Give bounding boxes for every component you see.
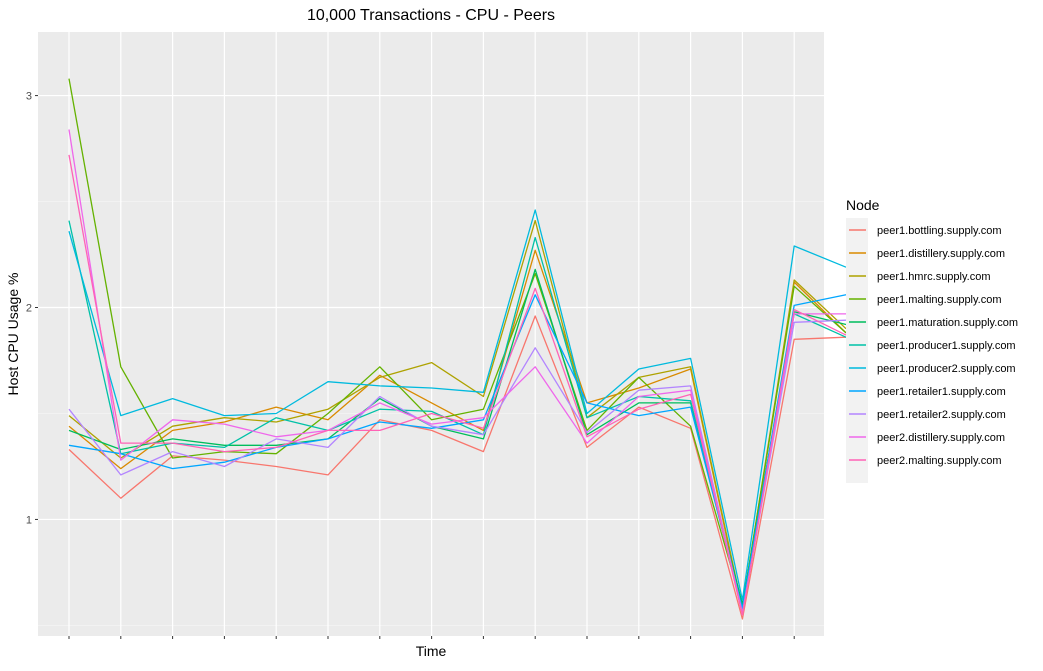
x-axis <box>68 636 795 639</box>
legend-label: peer1.producer2.supply.com <box>877 363 1016 375</box>
series-line <box>68 319 847 614</box>
y-tick-label: 3 <box>26 91 32 103</box>
x-axis-label: Time <box>416 643 447 659</box>
series-line <box>68 315 847 620</box>
legend-label: peer2.distillery.supply.com <box>877 432 1005 444</box>
legend-label: peer2.malting.supply.com <box>877 455 1002 467</box>
legend-label: peer1.hmrc.supply.com <box>877 271 991 283</box>
legend-label: peer1.malting.supply.com <box>877 294 1002 306</box>
legend-label: peer1.producer1.supply.com <box>877 340 1016 352</box>
legend-label: peer1.maturation.supply.com <box>877 317 1018 329</box>
chart-title: 10,000 Transactions - CPU - Peers <box>307 7 555 24</box>
series-line <box>68 294 847 610</box>
major-gridlines <box>38 32 824 636</box>
legend: Node peer1.bottling.supply.com peer1.dist… <box>846 197 1018 483</box>
legend-label: peer1.retailer1.supply.com <box>877 386 1006 398</box>
y-axis-label: Host CPU Usage % <box>5 273 21 396</box>
legend-key-background <box>846 218 868 483</box>
y-tick-label: 2 <box>26 303 32 315</box>
y-axis: 1 2 3 <box>26 91 38 526</box>
y-tick-label: 1 <box>26 514 32 526</box>
legend-label: peer1.distillery.supply.com <box>877 248 1005 260</box>
series-lines <box>68 78 847 620</box>
legend-title: Node <box>846 197 880 213</box>
series-line <box>68 154 847 616</box>
legend-label: peer1.bottling.supply.com <box>877 225 1002 237</box>
series-line <box>68 209 847 601</box>
series-line <box>68 78 847 607</box>
legend-label: peer1.retailer2.supply.com <box>877 409 1006 421</box>
